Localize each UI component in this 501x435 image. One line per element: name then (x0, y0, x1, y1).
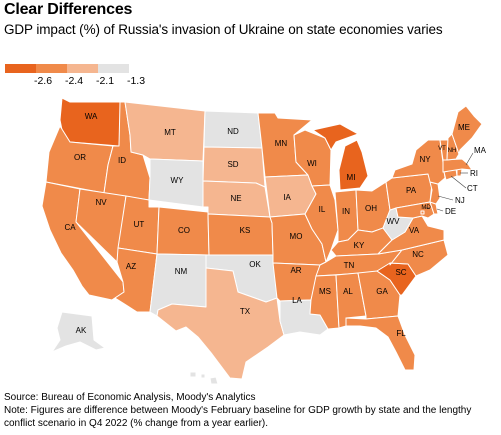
legend-swatch-4 (98, 64, 129, 73)
callout-line-DE (436, 208, 444, 212)
label-ID: ID (118, 156, 126, 165)
state-WA (59, 97, 124, 147)
state-ME (451, 105, 483, 155)
state-MA (442, 158, 473, 173)
legend: -2.6 -2.4 -2.1 -1.3 (5, 64, 265, 94)
label-OH: OH (365, 204, 377, 213)
label-NC: NC (412, 250, 424, 259)
legend-swatch-2 (36, 64, 67, 73)
label-NJ: NJ (455, 196, 465, 205)
state-NJ (429, 181, 441, 205)
legend-label-3: -2.1 (95, 75, 115, 87)
legend-swatch-3 (67, 64, 98, 73)
label-SC: SC (395, 268, 406, 277)
state-MI (312, 123, 369, 191)
label-AR: AR (290, 266, 301, 275)
label-ME: ME (458, 123, 470, 132)
us-map: WA OR CA ID NV MT WY UT AZ CO NM ND SD N… (41, 97, 487, 385)
label-MI: MI (347, 173, 356, 182)
label-NY: NY (419, 155, 431, 164)
label-GA: GA (376, 287, 388, 296)
chart-title: Clear Differences (4, 1, 133, 18)
label-CA: CA (64, 223, 76, 232)
label-MN: MN (275, 139, 288, 148)
label-TN: TN (344, 261, 355, 270)
state-shapes (41, 97, 483, 385)
label-WI: WI (307, 159, 317, 168)
label-LA: LA (292, 296, 302, 305)
legend-label-1: -2.6 (33, 75, 53, 87)
label-KS: KS (240, 226, 251, 235)
callout-line-MA (465, 152, 474, 166)
state-AK (51, 311, 106, 353)
legend-label-4: -1.3 (126, 75, 146, 87)
label-MT: MT (164, 128, 176, 137)
label-OK: OK (249, 260, 261, 269)
state-FL (345, 315, 416, 371)
footnote: Source: Bureau of Economic Analysis, Moo… (4, 391, 500, 430)
label-CO: CO (178, 226, 190, 235)
label-CT: CT (467, 184, 478, 193)
callout-line-CT (450, 175, 467, 189)
label-MA: MA (474, 146, 487, 155)
label-AL: AL (343, 287, 353, 296)
label-WY: WY (171, 176, 185, 185)
state-HI (189, 371, 219, 385)
label-KY: KY (354, 241, 365, 250)
label-AK: AK (76, 326, 87, 335)
label-NV: NV (95, 198, 107, 207)
label-ND: ND (227, 127, 239, 136)
label-MD: MD (421, 205, 431, 211)
chart-subtitle: GDP impact (%) of Russia's invasion of U… (4, 22, 443, 37)
label-IA: IA (283, 193, 291, 202)
label-IL: IL (319, 205, 326, 214)
label-PA: PA (406, 186, 417, 195)
label-DE: DE (445, 207, 456, 216)
state-DC (420, 210, 425, 215)
legend-label-2: -2.4 (64, 75, 84, 87)
label-RI: RI (470, 169, 478, 178)
label-FL: FL (396, 329, 406, 338)
label-WV: WV (387, 217, 401, 226)
label-OR: OR (74, 153, 86, 162)
label-UT: UT (134, 220, 145, 229)
source-text: Source: Bureau of Economic Analysis, Moo… (4, 392, 256, 403)
label-NH: NH (448, 148, 457, 154)
label-IN: IN (342, 207, 350, 216)
label-TX: TX (240, 307, 251, 316)
label-SD: SD (227, 160, 238, 169)
label-NE: NE (230, 194, 241, 203)
label-VA: VA (409, 226, 420, 235)
state-TX (156, 267, 285, 380)
callout-lines (425, 152, 474, 212)
state-WY (148, 158, 204, 208)
label-MO: MO (290, 232, 303, 241)
label-AZ: AZ (126, 262, 136, 271)
label-WA: WA (85, 112, 98, 121)
note-text: Note: Figures are difference between Moo… (4, 405, 472, 429)
legend-swatch-1 (5, 64, 36, 73)
label-VT: VT (438, 146, 446, 152)
label-NM: NM (175, 267, 188, 276)
callout-line-NJ (437, 195, 454, 201)
state-NH (446, 133, 460, 161)
label-MS: MS (319, 287, 331, 296)
